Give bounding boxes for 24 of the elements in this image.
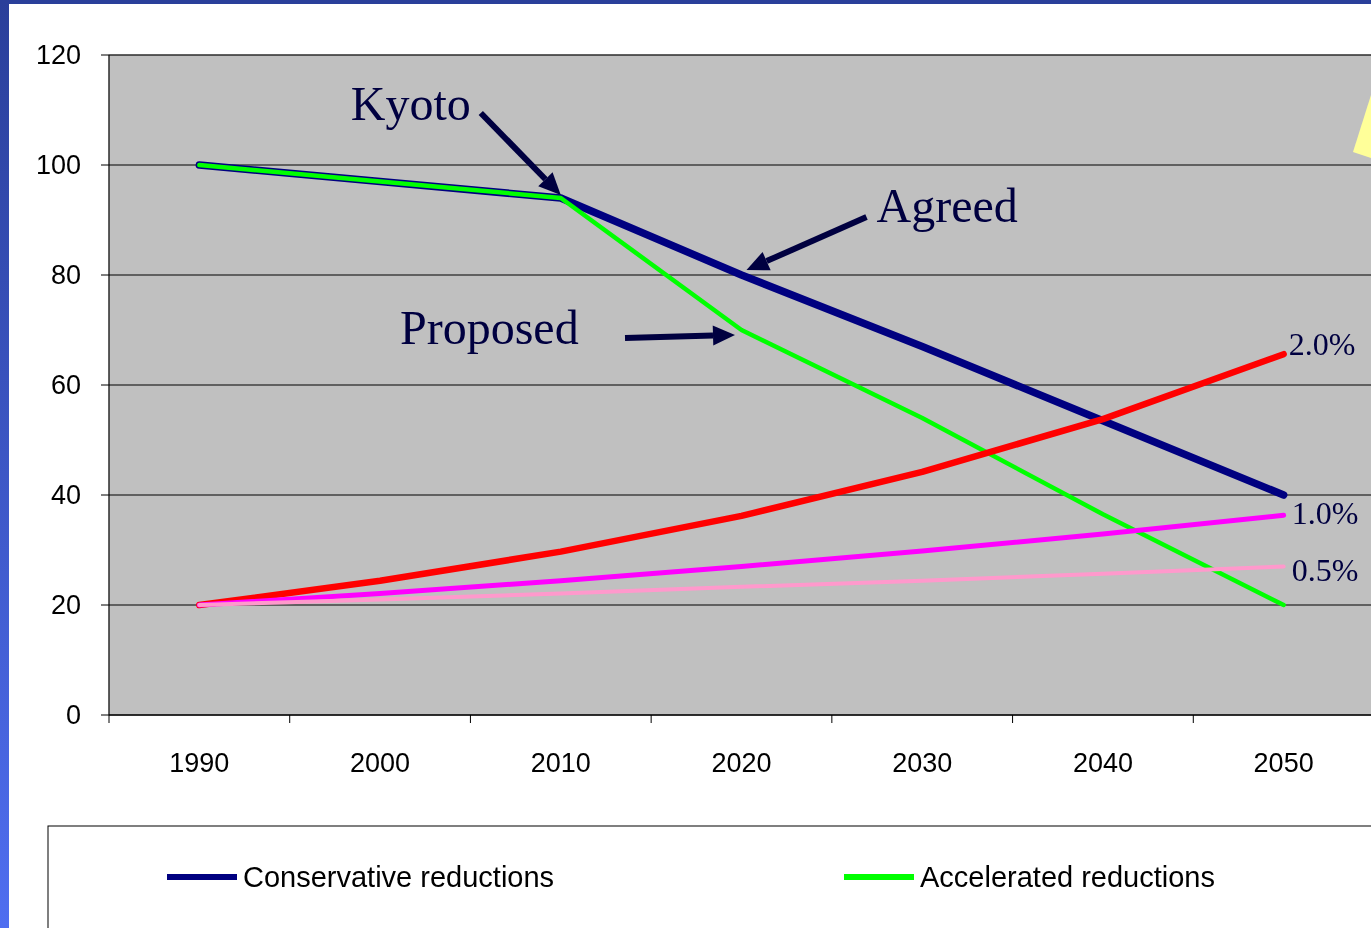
x-tick-label: 1990	[169, 748, 230, 778]
annotation: Proposed	[400, 300, 579, 354]
x-tick-label: 2040	[1072, 748, 1133, 778]
annotation: 2.0%	[1288, 326, 1356, 363]
y-tick-label: 60	[50, 370, 81, 401]
annotation: 0.5%	[1291, 551, 1359, 588]
line-series	[197, 162, 1286, 608]
x-tick-label: 2010	[530, 748, 591, 778]
x-tick-label: 2000	[350, 748, 411, 778]
line-series	[197, 564, 1286, 607]
x-tick-label: 2020	[711, 748, 772, 778]
y-tick-label: 40	[50, 480, 81, 511]
annotation: Kyoto	[350, 76, 471, 130]
y-tick-label: 100	[35, 150, 81, 181]
y-tick-label: 20	[50, 590, 81, 621]
y-tick-label: 0	[65, 700, 81, 731]
annotation: Agreed	[876, 178, 1018, 232]
x-tick-label: 2050	[1253, 748, 1314, 778]
legend-label: Accelerated reductions	[920, 861, 1215, 894]
annotation: 1.0%	[1291, 494, 1359, 531]
y-tick-label: 120	[35, 40, 81, 71]
y-tick-label: 80	[50, 260, 81, 291]
legend-label: Conservative reductions	[243, 861, 555, 894]
x-tick-label: 2030	[892, 748, 953, 778]
